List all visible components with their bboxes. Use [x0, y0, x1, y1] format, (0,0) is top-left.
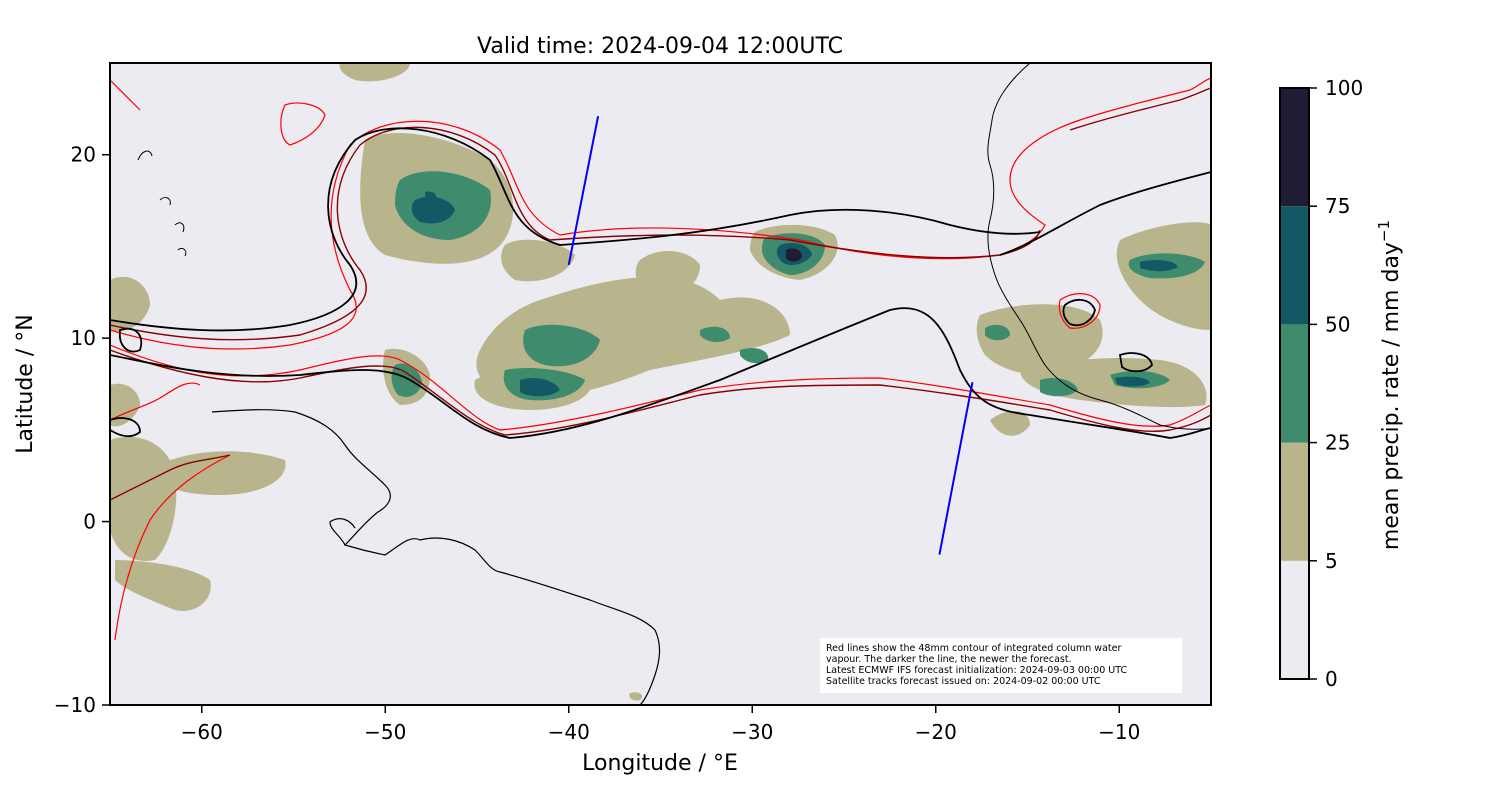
- note-line: Latest ECMWF IFS forecast initialization…: [826, 665, 1128, 676]
- y-tick-label: 20: [71, 143, 96, 167]
- forecast-note: Red lines show the 48mm contour of integ…: [820, 638, 1182, 693]
- colorbar-label: mean precip. rate / mm day−1: [1375, 220, 1404, 550]
- satellite-tracks: [567, 116, 974, 555]
- colorbar-frame: [1279, 87, 1310, 680]
- colorbar-tick-label: 100: [1325, 76, 1363, 100]
- satellite-track: [938, 381, 974, 555]
- x-tick-label: −20: [915, 720, 957, 744]
- colorbar-tick-label: 75: [1325, 194, 1350, 218]
- map-title: Valid time: 2024-09-04 12:00UTC: [477, 34, 843, 59]
- y-tick-label: −10: [54, 693, 96, 717]
- colorbar-segment: [1280, 560, 1309, 679]
- coastlines: [137, 63, 1211, 705]
- x-axis: −60 −50 −40 −30 −20 −10: [181, 705, 1140, 744]
- note-line: Red lines show the 48mm contour of integ…: [826, 643, 1122, 654]
- x-tick-label: −50: [364, 720, 406, 744]
- colorbar-segment: [1280, 206, 1309, 325]
- colorbar-tick-label: 50: [1325, 312, 1350, 336]
- colorbar-ticks: 0 5 25 50 75 100: [1309, 76, 1363, 691]
- precip-75-100: [786, 248, 802, 262]
- map-panel: −60 −50 −40 −30 −20 −10 −10 0 10 20 Longitude / …: [13, 62, 1212, 776]
- note-line: Satellite tracks forecast issued on: 202…: [826, 676, 1101, 687]
- iwv-contours: [110, 77, 1211, 641]
- note-line: vapour. The darker the line, the newer t…: [826, 654, 1072, 665]
- x-tick-label: −40: [548, 720, 590, 744]
- precip-colorbar: 0 5 25 50 75 100 mean precip. rate / mm day−1: [1279, 76, 1404, 691]
- x-tick-label: −60: [181, 720, 223, 744]
- colorbar-segment: [1280, 88, 1309, 207]
- map-frame: [109, 62, 1212, 706]
- colorbar-segment: [1280, 442, 1309, 561]
- x-tick-label: −10: [1098, 720, 1140, 744]
- x-axis-label: Longitude / °E: [582, 751, 738, 776]
- y-tick-label: 10: [71, 326, 96, 350]
- y-axis: −10 0 10 20: [54, 143, 110, 717]
- map-background: [110, 63, 1211, 705]
- colorbar-segments: [1280, 88, 1309, 679]
- colorbar-segment: [1280, 324, 1309, 443]
- colorbar-tick-label: 0: [1325, 667, 1338, 691]
- y-tick-label: 0: [83, 510, 96, 534]
- x-tick-label: −30: [731, 720, 773, 744]
- satellite-track: [567, 116, 600, 265]
- y-axis-label: Latitude / °N: [13, 314, 38, 453]
- colorbar-tick-label: 25: [1325, 431, 1350, 455]
- colorbar-tick-label: 5: [1325, 549, 1338, 573]
